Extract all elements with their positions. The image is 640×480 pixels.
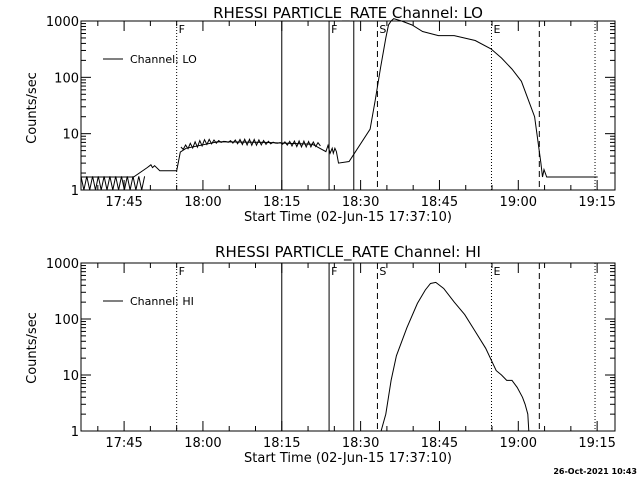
x-tick-label: 18:00 — [184, 195, 221, 210]
y-axis-label: Counts/sec — [25, 72, 40, 144]
y-tick-label: 100 — [54, 71, 79, 86]
series-noise — [80, 176, 146, 191]
plot-frame — [80, 20, 616, 191]
x-tick-label: 17:45 — [105, 436, 142, 451]
x-tick-label: 18:45 — [421, 195, 458, 210]
x-tick-label: 18:45 — [421, 436, 458, 451]
x-axis-label: Start Time (02-Jun-15 17:37:10) — [244, 451, 452, 466]
flag-label: E — [493, 265, 500, 278]
plot-frame — [80, 262, 616, 432]
x-tick-label: 19:15 — [578, 195, 615, 210]
y-tick-label: 1 — [71, 425, 79, 440]
legend-label: Channel: HI — [130, 295, 194, 308]
x-tick-label: 18:15 — [263, 436, 300, 451]
series-line — [380, 281, 530, 432]
flag-label: E — [493, 23, 500, 36]
y-tick-label: 1000 — [46, 15, 79, 30]
y-tick-label: 10 — [62, 128, 79, 143]
flag-label: S — [379, 265, 386, 278]
x-tick-label: 18:00 — [184, 436, 221, 451]
flag-label: F — [331, 265, 337, 278]
series-plateau — [180, 137, 321, 151]
chart-title: RHESSI PARTICLE_RATE Channel: LO — [213, 4, 483, 23]
flag-label: F — [331, 23, 337, 36]
y-axis-label: Counts/sec — [25, 312, 40, 384]
x-tick-label: 19:15 — [578, 436, 615, 451]
x-axis-label: Start Time (02-Jun-15 17:37:10) — [244, 210, 452, 225]
x-tick-label: 19:00 — [500, 436, 537, 451]
series-line — [81, 18, 598, 178]
flag-label: F — [179, 265, 185, 278]
y-tick-label: 1000 — [46, 257, 79, 272]
legend-label: Channel: LO — [130, 53, 197, 66]
flag-label: S — [379, 23, 386, 36]
x-tick-label: 18:30 — [342, 436, 379, 451]
timestamp-label: 26-Oct-2021 10:43 — [553, 467, 637, 476]
y-tick-label: 1 — [71, 184, 79, 199]
x-tick-label: 18:15 — [263, 195, 300, 210]
x-tick-label: 17:45 — [105, 195, 142, 210]
flag-label: F — [179, 23, 185, 36]
y-tick-label: 100 — [54, 313, 79, 328]
panel-hi: RHESSI PARTICLE_RATE Channel: HI 17:45 18:… — [25, 243, 616, 466]
panel-lo: RHESSI PARTICLE_RATE Channel: LO 17:45 18:… — [25, 4, 616, 225]
chart-title: RHESSI PARTICLE_RATE Channel: HI — [215, 243, 481, 262]
x-tick-label: 19:00 — [500, 195, 537, 210]
x-tick-label: 18:30 — [342, 195, 379, 210]
y-tick-label: 10 — [62, 369, 79, 384]
